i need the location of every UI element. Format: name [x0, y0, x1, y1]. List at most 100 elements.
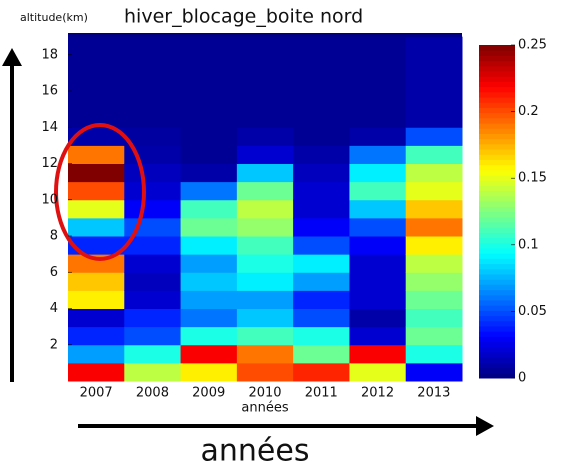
colorbar-step [479, 232, 515, 239]
heatmap-cell [68, 199, 125, 219]
colorbar-step [479, 76, 515, 82]
colorbar-tick-label: 0 [518, 371, 526, 386]
heatmap-cell [124, 199, 182, 219]
colorbar-step [479, 299, 515, 306]
heatmap-cell [180, 344, 238, 364]
colorbar-step [479, 55, 515, 62]
heatmap-cell [405, 254, 463, 273]
colorbar-step [479, 351, 515, 358]
heatmap-cell [236, 163, 294, 183]
y-tick-label: 12 [41, 156, 58, 171]
heatmap-cell [405, 91, 463, 110]
heatmap-cell [124, 163, 182, 183]
colorbar-step [479, 258, 515, 265]
colorbar-step [479, 169, 515, 176]
heatmap-cell [349, 91, 407, 110]
heatmap-cell [293, 72, 350, 92]
heatmap-cell [68, 236, 125, 255]
colorbar-step [479, 190, 515, 197]
heatmap-cell [293, 163, 350, 183]
heatmap-cell [349, 199, 407, 219]
heatmap-cell [68, 36, 125, 56]
heatmap-cell [68, 344, 125, 364]
x-tick-label: 2011 [305, 386, 338, 401]
heatmap-cell [124, 290, 182, 309]
y-tick-label: 8 [50, 229, 58, 244]
heatmap-cell [405, 72, 463, 92]
heatmap-cell [124, 54, 182, 74]
colorbar-step [479, 175, 515, 181]
y-tick-label: 16 [41, 84, 58, 99]
y-tick-label: 18 [41, 47, 58, 62]
colorbar-step [479, 201, 515, 207]
heatmap-cell [293, 362, 350, 382]
heatmap-cell [349, 326, 407, 346]
heatmap-cell [293, 308, 350, 328]
colorbar-step [479, 164, 515, 171]
colorbar-tick-label: 0.1 [518, 237, 539, 252]
colorbar-step [479, 133, 515, 140]
highlight-ellipse [54, 123, 146, 261]
heatmap-cell [68, 72, 125, 92]
heatmap-cell [349, 236, 407, 255]
colorbar-step [479, 195, 515, 202]
colorbar-step [479, 102, 515, 108]
heatmap-cell [405, 272, 463, 291]
heatmap-cell [349, 181, 407, 201]
colorbar-step [479, 242, 515, 249]
colorbar-tick-label: 0.15 [518, 171, 547, 186]
heatmap-cell [236, 127, 294, 146]
heatmap-cell [236, 290, 294, 309]
heatmap-cell [124, 362, 182, 382]
heatmap-cell [293, 109, 350, 128]
colorbar-step [479, 81, 515, 88]
heatmap-cell [180, 290, 238, 309]
heatmap-cell [68, 163, 125, 183]
heatmap-cell [180, 236, 238, 255]
heatmap-cell [293, 127, 350, 146]
heatmap-cell [124, 181, 182, 201]
colorbar-step [479, 180, 515, 186]
heatmap-cell [236, 236, 294, 255]
heatmap-cell [349, 254, 407, 273]
heatmap-cell [68, 181, 125, 201]
colorbar-step [479, 294, 515, 301]
x-tick-label: 2009 [192, 386, 225, 401]
heatmap-cell [349, 145, 407, 164]
arrow-head [2, 48, 22, 66]
heatmap-cell [124, 36, 182, 56]
heatmap-cell [236, 181, 294, 201]
heatmap-cell [405, 236, 463, 255]
heatmap-cell [236, 199, 294, 219]
heatmap-cell [349, 127, 407, 146]
heatmap-cell [236, 344, 294, 364]
colorbar-tick-label: 0.25 [518, 38, 547, 53]
colorbar-step [479, 263, 515, 270]
colorbar-tick-label: 0.2 [518, 104, 539, 119]
colorbar-step [479, 91, 515, 98]
heatmap-cell [180, 54, 238, 74]
colorbar-step [479, 97, 515, 103]
heatmap-cell [124, 326, 182, 346]
heatmap-cell [180, 127, 238, 146]
colorbar-step [479, 45, 515, 51]
heatmap-cell [293, 91, 350, 110]
x-tick-label: 2007 [80, 386, 113, 401]
colorbar-step [479, 206, 515, 212]
colorbar-step [479, 86, 515, 93]
heatmap-cell [405, 217, 463, 237]
y-tick-label: 2 [50, 337, 58, 352]
heatmap-cell [349, 290, 407, 309]
colorbar-step [479, 341, 515, 348]
x-tick-label: 2008 [136, 386, 169, 401]
heatmap-cell [405, 163, 463, 183]
y-axis-label: altitude(km) [20, 11, 88, 24]
colorbar-step [479, 253, 515, 259]
heatmap-cell [293, 272, 350, 291]
colorbar-step [479, 357, 515, 363]
heatmap-cell [236, 326, 294, 346]
colorbar-step [479, 149, 515, 155]
heatmap-cell [68, 362, 125, 382]
heatmap-cell [236, 272, 294, 291]
colorbar-step [479, 346, 515, 353]
